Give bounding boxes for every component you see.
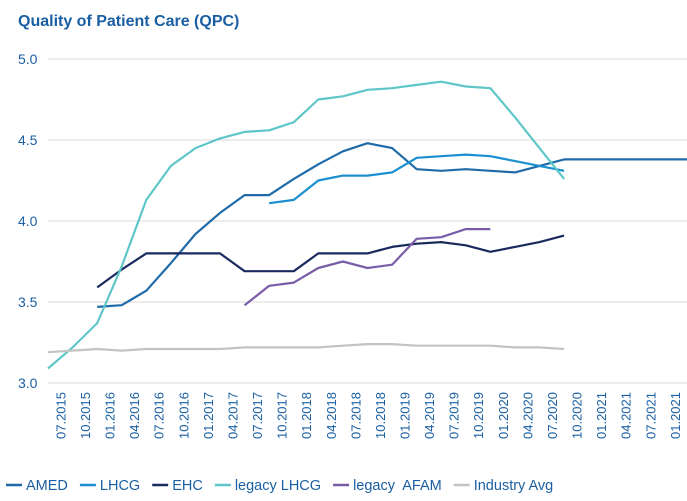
x-tick-label: 07.2018 xyxy=(348,392,363,439)
x-tick-label: 07.2019 xyxy=(447,392,462,439)
x-tick-label: 10.2019 xyxy=(471,392,486,439)
x-tick-label: 04.2019 xyxy=(422,392,437,439)
x-tick-label: 07.2017 xyxy=(250,392,265,439)
series-line xyxy=(47,343,565,354)
chart-title: Quality of Patient Care (QPC) xyxy=(18,13,239,30)
x-tick-label: 07.2021 xyxy=(643,392,658,439)
x-tick-label: 07.2016 xyxy=(152,392,167,439)
x-tick-label: 10.2015 xyxy=(78,392,93,439)
y-tick-label: 3.0 xyxy=(18,375,38,391)
series-line xyxy=(47,80,565,370)
x-tick-label: 07.2020 xyxy=(545,392,560,439)
x-tick-label: 01.2019 xyxy=(398,392,413,439)
x-tick-label: 07.2015 xyxy=(53,392,68,439)
x-tick-label: 04.2020 xyxy=(520,392,535,439)
x-tick-label: 04.2021 xyxy=(619,392,634,439)
series-line xyxy=(97,142,687,308)
y-tick-label: 3.5 xyxy=(18,294,38,310)
x-tick-label: 01.2021 xyxy=(668,392,683,439)
x-tick-label: 01.2017 xyxy=(201,392,216,439)
x-tick-label: 10.2017 xyxy=(275,392,290,439)
y-tick-label: 5.0 xyxy=(18,51,38,67)
x-tick-label: 10.2016 xyxy=(176,392,191,439)
y-tick-label: 4.5 xyxy=(18,132,38,148)
legend-label: Industry Avg xyxy=(474,478,554,494)
x-tick-label: 10.2018 xyxy=(373,392,388,439)
x-tick-label: 10.2020 xyxy=(570,392,585,439)
x-tick-label: 04.2018 xyxy=(324,392,339,439)
x-tick-label: 01.2016 xyxy=(103,392,118,439)
legend-label: legacy LHCG xyxy=(235,478,321,494)
legend-label: AMED xyxy=(26,478,68,494)
x-tick-label: 01.2018 xyxy=(299,392,314,439)
series-line xyxy=(243,228,491,307)
x-tick-label: 04.2016 xyxy=(127,392,142,439)
x-tick-label: 01.2020 xyxy=(496,392,511,439)
legend-label: legacy AFAM xyxy=(353,478,442,494)
legend-label: EHC xyxy=(172,478,203,494)
legend-label: LHCG xyxy=(100,478,140,494)
y-tick-label: 4.0 xyxy=(18,213,38,229)
x-tick-label: 04.2017 xyxy=(225,392,240,439)
x-tick-label: 01.2021 xyxy=(594,392,609,439)
series-line xyxy=(96,234,565,289)
series-line xyxy=(269,153,565,205)
